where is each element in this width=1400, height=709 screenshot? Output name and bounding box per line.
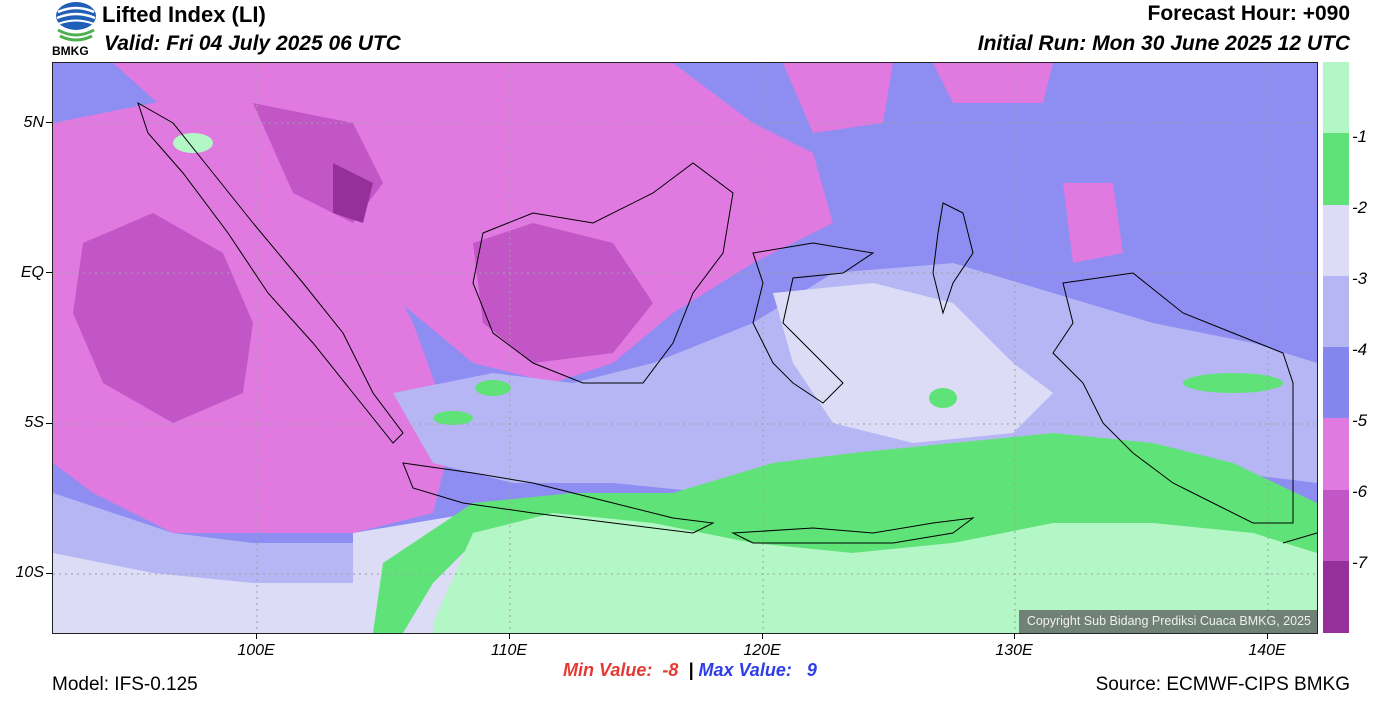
map-field (53, 63, 1317, 633)
colorbar-label: -7 (1352, 553, 1368, 572)
lon-tick (762, 633, 763, 639)
max-value: 9 (806, 660, 817, 680)
colorbar-label: -1 (1352, 127, 1368, 146)
forecast-map: Copyright Sub Bidang Prediksi Cuaca BMKG… (52, 62, 1318, 634)
colorbar-label: -4 (1352, 340, 1368, 359)
min-max-summary: Min Value: -8 | Max Value: 9 (563, 660, 817, 681)
lat-tick (46, 272, 52, 273)
lon-label-100e: 100E (237, 642, 275, 659)
lon-tick (1267, 633, 1268, 639)
lon-label-130e: 130E (995, 642, 1033, 659)
colorbar-label: -2 (1352, 198, 1368, 217)
colorbar-segment (1323, 418, 1349, 490)
colorbar-segment (1323, 489, 1349, 562)
lat-label-10s: 10S (15, 564, 44, 581)
data-source: Source: ECMWF-CIPS BMKG (1095, 674, 1350, 695)
lat-tick (46, 423, 52, 424)
logo-text: BMKG (52, 44, 89, 58)
lon-label-110e: 110E (490, 642, 528, 659)
initial-run: Initial Run: Mon 30 June 2025 12 UTC (977, 32, 1350, 55)
forecast-hour: Forecast Hour: +090 (1147, 2, 1351, 25)
model-name: Model: IFS-0.125 (52, 674, 198, 695)
colorbar (1323, 62, 1349, 633)
lon-label-140e: 140E (1248, 642, 1286, 659)
lat-tick (46, 573, 52, 574)
colorbar-label: -3 (1352, 269, 1368, 288)
lon-tick (1014, 633, 1015, 639)
colorbar-segment (1323, 560, 1349, 633)
valid-time: Valid: Fri 04 July 2025 06 UTC (104, 32, 401, 55)
colorbar-segment (1323, 347, 1349, 419)
colorbar-segment (1323, 62, 1349, 134)
colorbar-segment (1323, 275, 1349, 348)
lon-tick (256, 633, 257, 639)
min-label: Min Value: (563, 660, 653, 680)
max-label: Max Value: (698, 660, 792, 680)
lon-label-120e: 120E (743, 642, 781, 659)
min-value: -8 (662, 660, 679, 680)
chart-title: Lifted Index (LI) (102, 2, 266, 27)
copyright-note: Copyright Sub Bidang Prediksi Cuaca BMKG… (1018, 610, 1317, 633)
lat-label-5s: 5S (24, 414, 44, 431)
colorbar-segment (1323, 133, 1349, 205)
colorbar-label: -6 (1352, 482, 1368, 501)
lon-tick (509, 633, 510, 639)
lat-label-5n: 5N (23, 114, 44, 131)
lat-label-eq: EQ (20, 264, 44, 281)
separator: | (688, 660, 694, 680)
colorbar-label: -5 (1352, 411, 1368, 430)
bmkg-logo: BMKG (52, 0, 100, 60)
lat-tick (46, 122, 52, 123)
colorbar-segment (1323, 204, 1349, 277)
